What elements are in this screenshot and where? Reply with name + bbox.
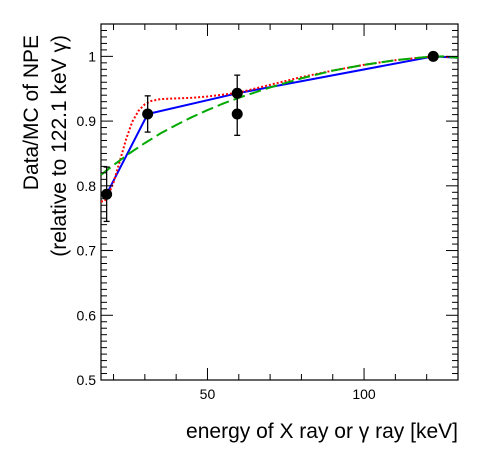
y-axis-title-line2: (relative to 122.1 keV γ) xyxy=(48,35,71,257)
x-tick-label-50: 50 xyxy=(200,386,216,402)
data-point-4 xyxy=(231,108,243,120)
y-tick-label-0: 0.5 xyxy=(77,372,97,388)
y-tick-label-3: 0.8 xyxy=(77,178,97,194)
x-tick-label-100: 100 xyxy=(352,386,376,402)
series-line-3 xyxy=(100,55,459,176)
fit-curves xyxy=(100,55,459,203)
y-axis: 0.5 0.6 0.7 0.8 0.9 1 xyxy=(77,23,458,388)
plot-frame xyxy=(100,23,459,381)
y-axis-title-line1: Data/MC of NPE xyxy=(20,35,43,190)
y-tick-label-4: 0.9 xyxy=(77,113,97,129)
series-line-1 xyxy=(105,55,459,195)
data-point-2 xyxy=(142,108,154,120)
y-tick-label-1: 0.6 xyxy=(77,307,97,323)
x-axis-title: energy of X ray or γ ray [keV] xyxy=(186,420,458,443)
data-point-5 xyxy=(427,50,439,62)
y-tick-label-2: 0.7 xyxy=(77,243,97,259)
data-points xyxy=(101,50,439,223)
series-line-2 xyxy=(101,55,459,203)
data-point-1 xyxy=(101,188,113,200)
x-axis: 50 100 xyxy=(113,24,459,402)
y-tick-label-5: 1 xyxy=(88,48,96,64)
